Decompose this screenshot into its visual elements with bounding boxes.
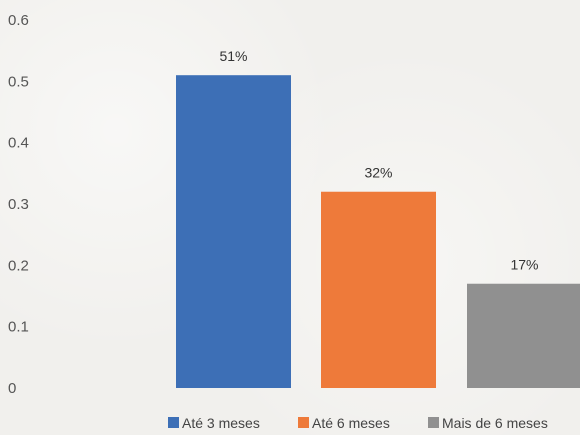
legend-swatch [298,417,309,428]
data-label: 32% [364,165,392,181]
y-tick-label: 0.5 [8,73,29,90]
y-tick-label: 0 [8,380,16,397]
data-label: 17% [510,257,538,273]
data-label: 51% [219,48,247,64]
y-tick-label: 0.3 [8,196,29,213]
y-tick-label: 0.6 [8,12,29,29]
y-tick-label: 0.4 [8,135,29,152]
bar-2 [321,191,436,388]
bar-3 [467,283,580,388]
legend-label: Até 3 meses [182,415,260,431]
y-tick-label: 0.1 [8,319,29,336]
y-tick-label: 0.2 [8,257,29,274]
legend-swatch [168,417,179,428]
legend-label: Mais de 6 meses [442,415,548,431]
legend-label: Até 6 meses [312,415,390,431]
bar-1 [176,75,291,388]
legend-swatch [428,417,439,428]
